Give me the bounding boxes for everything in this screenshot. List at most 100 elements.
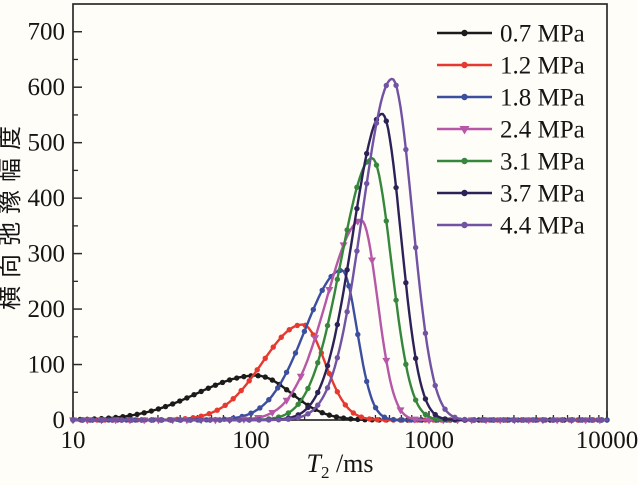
series-marker-5	[354, 205, 360, 212]
series-marker-4	[334, 276, 341, 282]
y-tick-label: 300	[28, 241, 66, 268]
series-line-1	[71, 323, 609, 422]
series-marker-2	[372, 404, 379, 411]
series-marker-5	[315, 389, 321, 396]
series-marker-6	[256, 417, 262, 423]
series-marker-6	[158, 417, 164, 423]
series-marker-4	[383, 218, 389, 224]
series-marker-1	[294, 322, 300, 329]
series-marker-4	[285, 410, 292, 416]
series-marker-0	[269, 377, 276, 383]
series-marker-4	[354, 184, 360, 191]
legend-marker-1	[461, 61, 468, 69]
series-marker-6	[461, 416, 468, 423]
series-marker-6	[207, 417, 213, 423]
series-marker-0	[141, 410, 147, 416]
y-tick-label: 400	[28, 185, 66, 212]
series-marker-6	[236, 417, 243, 423]
series-marker-2	[292, 350, 299, 356]
series-marker-1	[214, 407, 220, 413]
series-marker-2	[283, 369, 290, 375]
series-marker-0	[219, 379, 226, 386]
series-marker-0	[212, 382, 219, 388]
series-marker-4	[315, 359, 321, 366]
series-marker-4	[344, 227, 350, 233]
series-marker-6	[129, 417, 135, 423]
series-marker-2	[257, 405, 263, 411]
series-marker-1	[206, 411, 212, 417]
series-marker-4	[373, 162, 380, 168]
series-marker-0	[283, 386, 290, 393]
series-marker-1	[342, 402, 349, 408]
series-marker-6	[393, 82, 399, 88]
x-axis-title-symbol: T	[306, 449, 321, 478]
series-marker-3	[282, 397, 291, 405]
series-marker-6	[226, 417, 233, 423]
series-marker-5	[364, 150, 370, 157]
y-tick-label: 200	[28, 296, 66, 323]
series-marker-6	[589, 417, 595, 423]
legend-label-6: 4.4 MPa	[500, 213, 585, 240]
series-marker-6	[579, 417, 585, 423]
series-marker-6	[569, 417, 575, 423]
series-marker-4	[432, 416, 438, 422]
series-marker-1	[230, 396, 236, 402]
series-marker-6	[148, 417, 155, 423]
series-marker-6	[70, 417, 76, 423]
series-marker-2	[390, 416, 397, 423]
series-marker-2	[399, 417, 405, 423]
series-marker-5	[305, 404, 311, 411]
series-marker-6	[187, 417, 194, 423]
series-marker-3	[396, 407, 405, 415]
series-marker-1	[246, 378, 252, 384]
series-marker-1	[270, 344, 276, 350]
series-marker-0	[134, 411, 140, 418]
series-marker-4	[295, 401, 301, 407]
y-tick-label: 500	[28, 130, 66, 157]
series-marker-6	[295, 414, 301, 421]
series-marker-1	[326, 370, 333, 377]
series-marker-4	[403, 361, 409, 367]
legend-marker-0	[461, 29, 468, 37]
series-marker-6	[354, 248, 360, 254]
series-marker-6	[412, 244, 419, 251]
x-axis-title-unit: /ms	[329, 449, 374, 478]
series-marker-0	[184, 395, 190, 401]
series-marker-0	[177, 398, 183, 404]
series-marker-0	[319, 409, 325, 416]
series-marker-6	[432, 382, 438, 389]
series-marker-6	[383, 82, 389, 89]
y-tick-label: 100	[28, 352, 66, 379]
series-marker-6	[315, 402, 321, 408]
series-marker-3	[268, 409, 277, 417]
x-tick-label: 10	[61, 427, 86, 454]
series-marker-1	[374, 416, 381, 423]
series-marker-0	[340, 415, 347, 421]
series-marker-1	[254, 367, 260, 373]
series-marker-0	[169, 401, 176, 407]
series-marker-6	[403, 146, 409, 153]
series-marker-2	[266, 397, 272, 403]
series-marker-1	[358, 414, 365, 420]
series-marker-6	[177, 417, 184, 423]
series-marker-2	[355, 331, 361, 338]
series-marker-5	[344, 267, 350, 273]
series-marker-6	[598, 417, 605, 423]
series-marker-2	[319, 287, 325, 294]
series-line-3	[71, 219, 609, 422]
series-marker-1	[334, 389, 341, 395]
x-tick-label: 100	[232, 427, 270, 454]
series-marker-5	[334, 321, 341, 328]
x-axis-title: T2 /ms	[73, 449, 607, 483]
series-marker-6	[324, 385, 331, 391]
series-marker-6	[246, 417, 252, 423]
series-marker-6	[510, 417, 517, 423]
legend-label-5: 3.7 MPa	[500, 181, 585, 208]
series-marker-3	[296, 373, 305, 381]
series-marker-0	[262, 374, 268, 380]
legend-marker-6	[461, 221, 468, 229]
series-marker-0	[205, 385, 211, 391]
legend-marker-5	[461, 189, 468, 197]
series-marker-6	[364, 180, 370, 187]
